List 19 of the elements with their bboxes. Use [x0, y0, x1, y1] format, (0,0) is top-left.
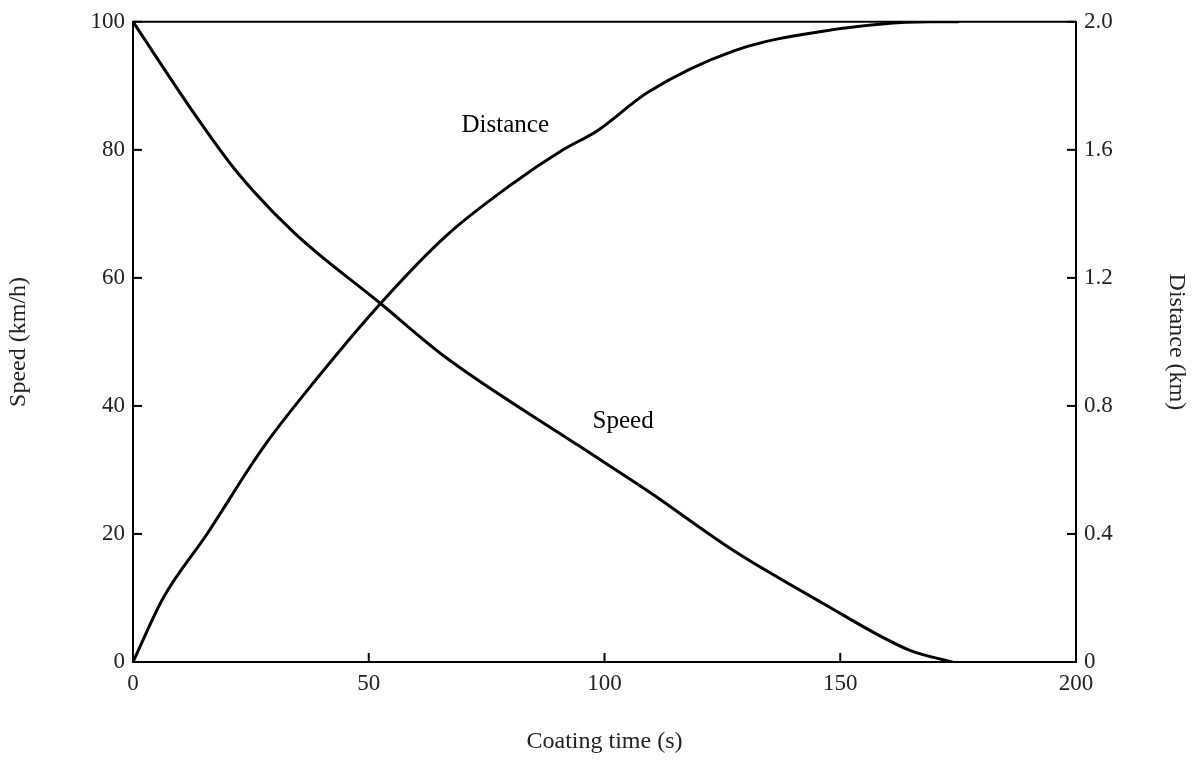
y2-axis-title: Distance (km)	[1165, 273, 1192, 411]
y-tick-label: 20	[102, 520, 125, 546]
y2-tick-label: 0.4	[1084, 520, 1114, 546]
y-tick-label: 40	[102, 391, 125, 417]
y-axis-title: Speed (km/h)	[3, 276, 30, 407]
series-label: Distance	[461, 110, 550, 138]
y2-tick-label: 1.2	[1084, 263, 1113, 289]
y2-tick-label: 2.0	[1084, 7, 1113, 33]
y-tick-label: 60	[102, 263, 125, 289]
y2-tick-label: 0.8	[1084, 391, 1113, 417]
y-tick-label: 0	[113, 648, 125, 674]
y-tick-label: 80	[102, 135, 125, 161]
x-tick-label: 50	[357, 669, 381, 695]
x-axis-title: Coating time (s)	[526, 726, 683, 753]
x-tick-label: 150	[823, 669, 858, 695]
x-tick-label: 100	[587, 669, 622, 695]
y-tick-label: 100	[90, 7, 125, 33]
series-label: Speed	[592, 406, 655, 434]
y2-tick-label: 1.6	[1084, 135, 1113, 161]
